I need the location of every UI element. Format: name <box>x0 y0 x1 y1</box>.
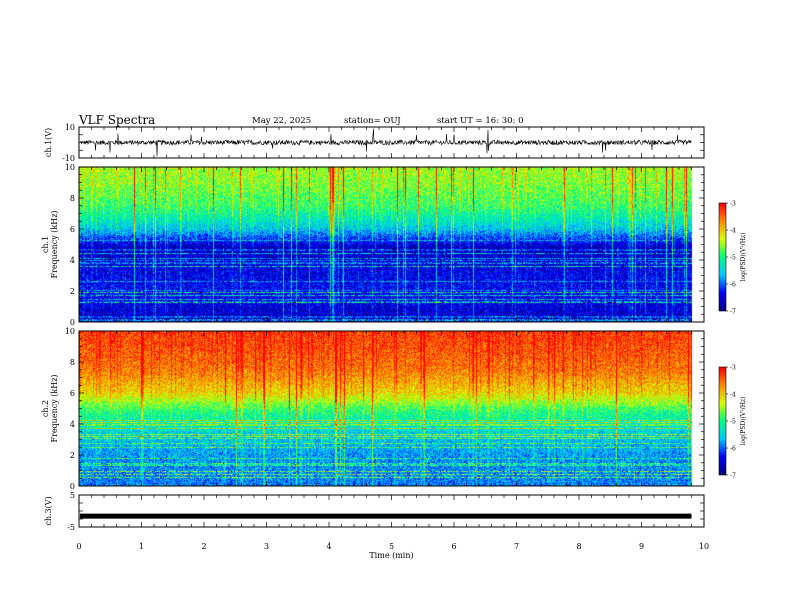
x-tick-label: 10 <box>699 542 709 551</box>
colorbar-tick-label: -7 <box>730 309 736 316</box>
colorbar-1 <box>719 203 726 311</box>
y-tick-label: 6 <box>70 389 75 398</box>
y-tick-label: 10 <box>65 163 75 172</box>
x-tick-label: 9 <box>639 542 644 551</box>
panel-ylabel: ch.1(V) <box>44 128 53 157</box>
panel-ylabel-frequency: Frequency (kHz) <box>50 210 59 278</box>
spectrogram-2-image <box>79 331 704 486</box>
y-tick-label: 2 <box>70 287 75 296</box>
x-tick-label: 0 <box>76 542 81 551</box>
waveform-3-band <box>80 513 692 519</box>
spectrogram-1-image <box>79 167 704 322</box>
y-tick-label: 4 <box>70 420 75 429</box>
panel-ylabel-channel: ch.1 <box>41 236 50 253</box>
panel-ylabel: ch.3(V) <box>44 496 53 525</box>
date-label: May 22, 2025 <box>252 116 312 126</box>
colorbar-tick-label: -3 <box>730 201 736 208</box>
y-tick-label: -10 <box>62 154 75 163</box>
x-tick-label: 5 <box>389 542 394 551</box>
y-tick-label: -5 <box>67 523 75 532</box>
y-tick-label: 0 <box>70 318 75 327</box>
x-tick-label: 7 <box>514 542 519 551</box>
colorbar-label: log(PSD)(V²/Hz) <box>740 397 747 446</box>
y-tick-label: 5 <box>70 491 75 500</box>
colorbar-2 <box>719 367 726 475</box>
y-tick-label: 10 <box>65 123 75 132</box>
x-axis-label: Time (min) <box>369 551 413 560</box>
colorbar-tick-label: -6 <box>730 282 736 289</box>
waveform-1-line <box>79 128 692 157</box>
x-tick-label: 3 <box>264 542 269 551</box>
colorbar-tick-label: -5 <box>730 419 736 426</box>
figure-title: VLF Spectra <box>79 113 156 127</box>
colorbar-label: log(PSD)(V²/Hz) <box>740 233 747 282</box>
panel-ylabel-frequency: Frequency (kHz) <box>50 374 59 442</box>
colorbar-tick-label: -4 <box>730 392 736 399</box>
colorbar-tick-label: -6 <box>730 446 736 453</box>
panel-ylabel-channel: ch.2 <box>41 400 50 417</box>
colorbar-tick-label: -5 <box>730 255 736 262</box>
y-tick-label: 8 <box>70 194 75 203</box>
x-tick-label: 6 <box>451 542 456 551</box>
x-tick-label: 1 <box>139 542 144 551</box>
y-tick-label: 10 <box>65 327 75 336</box>
y-tick-label: 2 <box>70 451 75 460</box>
colorbar-tick-label: -7 <box>730 473 736 480</box>
colorbar-tick-label: -3 <box>730 365 736 372</box>
y-tick-label: 0 <box>70 482 75 491</box>
x-tick-label: 8 <box>576 542 581 551</box>
x-tick-label: 2 <box>201 542 206 551</box>
colorbar-tick-label: -4 <box>730 228 736 235</box>
start-time-label: start UT = 16: 30: 0 <box>437 116 524 126</box>
y-tick-label: 8 <box>70 358 75 367</box>
y-tick-label: 6 <box>70 225 75 234</box>
station-label: station= OUJ <box>344 116 401 126</box>
y-tick-label: 4 <box>70 256 75 265</box>
x-tick-label: 4 <box>326 542 331 551</box>
